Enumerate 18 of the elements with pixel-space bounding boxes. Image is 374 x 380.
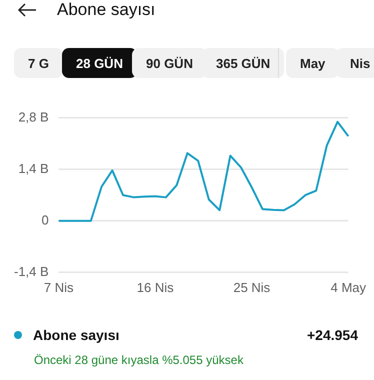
text: 7 G	[14, 48, 63, 78]
text: 90 GÜN	[132, 48, 207, 78]
x-tick-label: 16 Nis	[136, 280, 174, 295]
text: Nis	[336, 48, 374, 78]
x-tick-label: 7 Nis	[44, 280, 74, 295]
text: 28 GÜN	[62, 48, 137, 78]
chart-title: Abone sayısı	[57, 0, 156, 20]
legend-label: Abone sayısı	[33, 327, 120, 343]
y-tick-label: 0	[41, 212, 49, 228]
y-tick-label: -1,4 B	[14, 264, 49, 279]
x-tick-label: 25 Nis	[233, 280, 271, 295]
y-tick-label: 2,8 B	[18, 109, 49, 124]
x-tick-label: 4 May	[330, 280, 366, 295]
y-tick-label: 1,4 B	[18, 160, 49, 176]
text: Önceki 28 güne kıyasla %5.055 yüksek	[34, 353, 244, 367]
text: 365 GÜN	[202, 48, 284, 78]
text: +24.954	[307, 327, 358, 343]
text: May	[286, 48, 340, 78]
